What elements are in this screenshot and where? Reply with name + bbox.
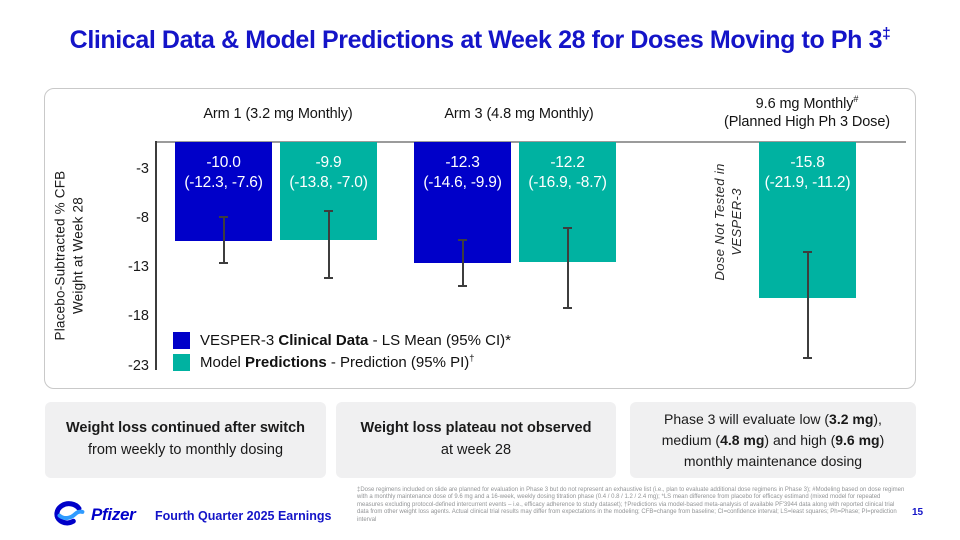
callout-3-line1: Phase 3 will evaluate low (3.2 mg), [664,410,882,427]
legend-label-clinical: VESPER-3 Clinical Data - LS Mean (95% CI… [200,331,511,349]
chart-panel: Arm 1 (3.2 mg Monthly) Arm 3 (4.8 mg Mon… [44,88,916,389]
group-label-arm1: Arm 1 (3.2 mg Monthly) [203,106,353,122]
footnote-text: ‡Dose regimens included on slide are pla… [357,487,905,523]
legend-label-prediction: Model Predictions - Prediction (95% PI)† [200,352,475,371]
group-label-high-dose-line1: 9.6 mg Monthly# [755,94,859,112]
legend-entry-clinical: VESPER-3 Clinical Data - LS Mean (95% CI… [173,329,511,351]
bar-value-label: -10.0 (-12.3, -7.6) [184,154,263,192]
group-label-high-dose-line2: (Planned High Ph 3 Dose) [723,114,891,131]
pfizer-logo: Pfizer [52,501,136,528]
y-axis-title-line1: Placebo-Subtracted % CFB [52,170,68,341]
bar-value-label: -12.2 (-16.9, -8.7) [528,154,607,192]
group-label-high-dose: 9.6 mg Monthly# (Planned High Ph 3 Dose) [657,95,957,131]
error-bar [324,209,334,279]
callout-3-line2: medium (4.8 mg) and high (9.6 mg) [661,431,885,448]
y-axis-line [155,141,157,370]
bar-value-label: -12.3 (-14.6, -9.9) [423,154,502,192]
pfizer-wordmark: Pfizer [91,504,136,524]
dose-note-line2: VESPER-3 [729,188,744,256]
group-label-arm3: Arm 3 (4.8 mg Monthly) [444,106,594,122]
bar-value-label: -15.8 (-21.9, -11.2) [764,154,851,192]
callout-2-line2: at week 28 [440,442,512,458]
callout-no-plateau: Weight loss plateau not observed at week… [336,402,616,478]
slide-title: Clinical Data & Model Predictions at Wee… [69,25,891,54]
y-tick-label: -18 [128,308,149,325]
y-tick-label: -13 [128,259,149,276]
pfizer-logo-icon [54,501,85,526]
callout-1-line2: from weekly to monthly dosing [87,442,284,458]
legend-swatch-prediction [173,353,190,371]
y-tick-label: -8 [136,209,149,226]
page-number: 15 [912,507,924,518]
y-tick-label: -3 [136,160,149,177]
callout-2-line1: Weight loss plateau not observed [360,420,592,437]
y-tick-label: -23 [128,357,149,374]
footer-tagline: Fourth Quarter 2025 Earnings [155,509,332,523]
error-bar [803,251,813,359]
y-axis-title-line2: Weight at Week 28 [70,197,85,315]
error-bar [219,215,229,265]
dose-note-line1: Dose Not Tested in [712,163,728,281]
legend-swatch-clinical [173,331,190,349]
callout-weight-loss-continued: Weight loss continued after switch from … [45,402,326,478]
error-bar [458,238,468,287]
legend-entry-prediction: Model Predictions - Prediction (95% PI)† [173,351,474,373]
callout-3-line3: monthly maintenance dosing [683,452,863,469]
error-bar [563,226,573,310]
bar-value-label: -9.9 (-13.8, -7.0) [289,154,368,192]
callout-1-line1: Weight loss continued after switch [65,420,305,437]
callout-phase3-doses: Phase 3 will evaluate low (3.2 mg), medi… [630,402,916,478]
